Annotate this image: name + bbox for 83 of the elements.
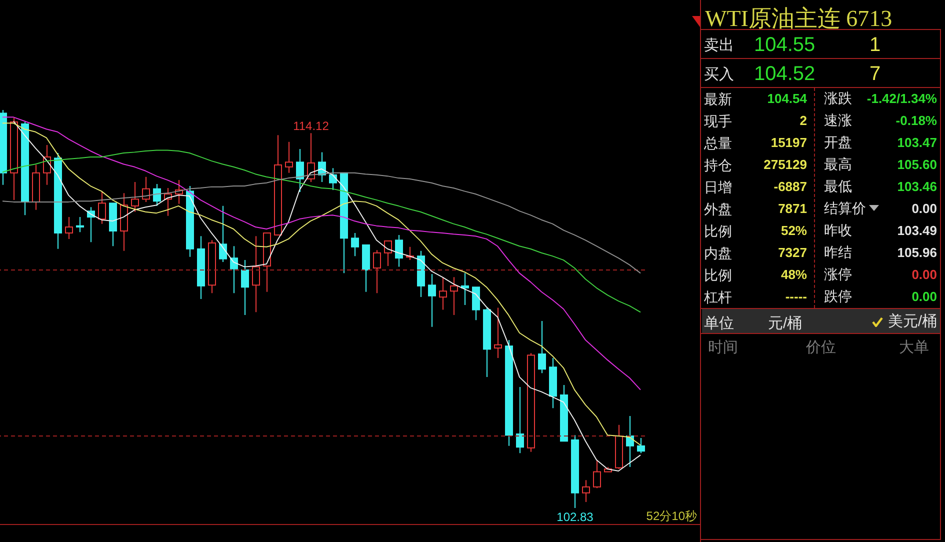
text: 跌停 — [824, 288, 852, 304]
text: 昨收 — [824, 222, 852, 238]
candlestick — [472, 286, 480, 321]
candlestick — [76, 216, 84, 233]
text: -6887 — [774, 179, 807, 194]
text: 元/桶 — [768, 315, 802, 332]
text: 结算价 — [824, 200, 866, 216]
candlestick — [439, 276, 447, 310]
text: 105.96 — [897, 245, 937, 260]
candlestick — [296, 148, 304, 192]
text: 104.54 — [767, 91, 807, 106]
text: 昨结 — [824, 244, 852, 260]
text: 105.60 — [897, 157, 937, 172]
candlestick — [538, 320, 546, 374]
text: 15197 — [770, 135, 807, 150]
text: 外盘 — [704, 201, 732, 217]
candlestick — [252, 236, 260, 313]
candlestick — [153, 184, 161, 206]
text: 最新 — [704, 91, 732, 107]
candlestick — [351, 232, 359, 257]
candlestick — [285, 141, 293, 174]
text: 103.47 — [897, 135, 937, 150]
text: 速涨 — [824, 112, 852, 128]
text: 1 — [869, 34, 881, 56]
candlestick — [241, 260, 249, 316]
text: 104.55 — [754, 34, 816, 56]
text: 103.46 — [897, 179, 937, 194]
text: 103.49 — [897, 223, 937, 238]
text: 7327 — [778, 245, 807, 260]
text: 涨跌 — [824, 90, 852, 106]
text: 52% — [780, 223, 807, 238]
candlestick — [219, 205, 227, 263]
text: 时间 — [708, 339, 738, 356]
text: 美元/桶 — [888, 313, 937, 330]
candlestick — [395, 234, 403, 268]
text: 价位 — [806, 339, 836, 356]
candlestick — [428, 273, 436, 328]
text: 2 — [800, 113, 807, 128]
candlestick — [461, 272, 469, 306]
text: 日增 — [704, 179, 732, 195]
text: -0.18% — [896, 113, 937, 128]
text: 7 — [869, 63, 881, 85]
text: 比例 — [704, 223, 732, 239]
text: WTI原油主连 6713 — [705, 6, 892, 31]
candlestick — [98, 191, 106, 224]
text: 开盘 — [824, 134, 852, 150]
text: -1.42/1.34% — [866, 91, 937, 106]
candlestick — [329, 168, 337, 190]
candlestick — [516, 386, 524, 454]
text: 最高 — [824, 156, 852, 172]
text: ----- — [785, 289, 807, 304]
candlestick — [450, 276, 458, 316]
text: 48% — [780, 267, 807, 282]
text: 单位 — [704, 315, 734, 332]
text: 275129 — [764, 157, 807, 172]
text: 买入 — [704, 66, 734, 83]
candlestick — [131, 182, 139, 212]
annotation: 102.83 — [556, 510, 594, 524]
candlestick — [230, 246, 238, 294]
text: 最低 — [824, 178, 852, 194]
text: 现手 — [704, 113, 732, 129]
text: 杠杆 — [704, 289, 732, 305]
text: 卖出 — [704, 37, 734, 54]
candlestick — [494, 307, 502, 358]
candlestick — [637, 437, 645, 454]
candlestick — [582, 480, 590, 503]
text: 内盘 — [704, 245, 732, 261]
text: 7871 — [778, 201, 807, 216]
text: 0.00 — [912, 201, 937, 216]
text: 总量 — [704, 135, 732, 151]
candlestick — [384, 240, 392, 267]
candlestick — [65, 216, 73, 240]
text: 大单 — [899, 339, 929, 356]
text: 0.00 — [912, 289, 937, 304]
text: 0.00 — [912, 267, 937, 282]
text: 涨停 — [824, 266, 852, 282]
candlestick — [373, 250, 381, 294]
text: 比例 — [704, 267, 732, 283]
text: 52分10秒 — [646, 509, 697, 523]
text: 持仓 — [704, 157, 732, 173]
annotation: 114.12 — [293, 119, 330, 134]
text: 104.52 — [754, 63, 816, 85]
candlestick — [593, 459, 601, 489]
